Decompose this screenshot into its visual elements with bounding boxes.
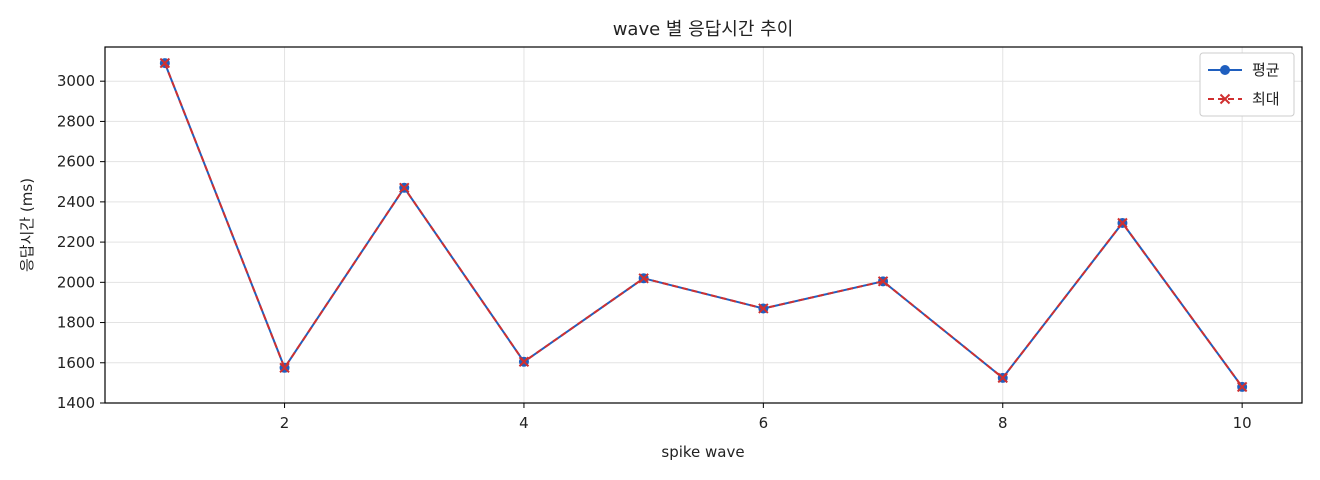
- x-tick-label: 8: [998, 414, 1008, 432]
- plot-area: [104, 46, 1303, 404]
- x-tick-label: 2: [280, 414, 290, 432]
- point-1-5: [758, 303, 769, 314]
- point-1-1: [279, 362, 290, 374]
- point-1-7: [997, 372, 1008, 384]
- y-tick-label: 2400: [57, 193, 95, 211]
- series-line-1: [163, 62, 1243, 388]
- y-tick-label: 1800: [57, 314, 95, 332]
- y-tick-label: 1600: [57, 354, 95, 372]
- point-1-9: [1236, 381, 1248, 393]
- y-tick-label: 3000: [57, 72, 95, 90]
- legend-marker-max: [1219, 93, 1231, 105]
- legend: 평균 최대: [1199, 52, 1295, 117]
- point-1-4: [638, 273, 649, 284]
- series-layer: [159, 57, 1248, 393]
- y-tick-label: 2200: [57, 233, 95, 251]
- point-1-8: [1117, 217, 1128, 229]
- series-line-0: [163, 62, 1243, 388]
- point-1-0: [159, 57, 171, 69]
- legend-box: [1199, 52, 1295, 117]
- x-tick-label: 10: [1233, 414, 1252, 432]
- x-axis: 2 4 6 8 10: [280, 403, 1252, 432]
- legend-label-avg: 평균: [1252, 61, 1280, 79]
- y-axis-label: 응답시간 (ms): [18, 178, 36, 272]
- chart-title: wave 별 응답시간 추이: [613, 19, 794, 40]
- legend-label-max: 최대: [1252, 90, 1280, 108]
- y-tick-label: 2600: [57, 153, 95, 171]
- y-tick-label: 2800: [57, 112, 95, 130]
- y-tick-label: 1400: [57, 394, 95, 412]
- point-1-2: [399, 182, 410, 193]
- point-1-3: [518, 356, 530, 367]
- x-axis-label: spike wave: [661, 443, 744, 461]
- point-1-6: [877, 276, 889, 287]
- legend-marker-avg: [1220, 65, 1230, 75]
- x-tick-label: 4: [519, 414, 529, 432]
- y-axis: 1400 1600 1800 2000 2200 2400 2600 2800 3000: [57, 72, 105, 412]
- x-tick-label: 6: [759, 414, 769, 432]
- y-tick-label: 2000: [57, 273, 95, 291]
